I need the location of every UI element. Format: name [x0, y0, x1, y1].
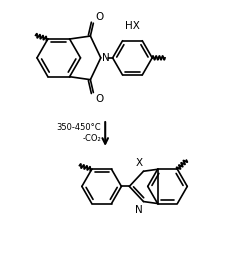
Text: O: O	[95, 93, 104, 104]
Text: 350-450°C: 350-450°C	[57, 123, 101, 132]
Text: HX: HX	[125, 21, 140, 31]
Text: N: N	[102, 53, 110, 63]
Text: N: N	[135, 205, 143, 214]
Text: X: X	[135, 158, 143, 168]
Text: O: O	[95, 12, 104, 22]
Text: -CO₂: -CO₂	[83, 135, 101, 143]
